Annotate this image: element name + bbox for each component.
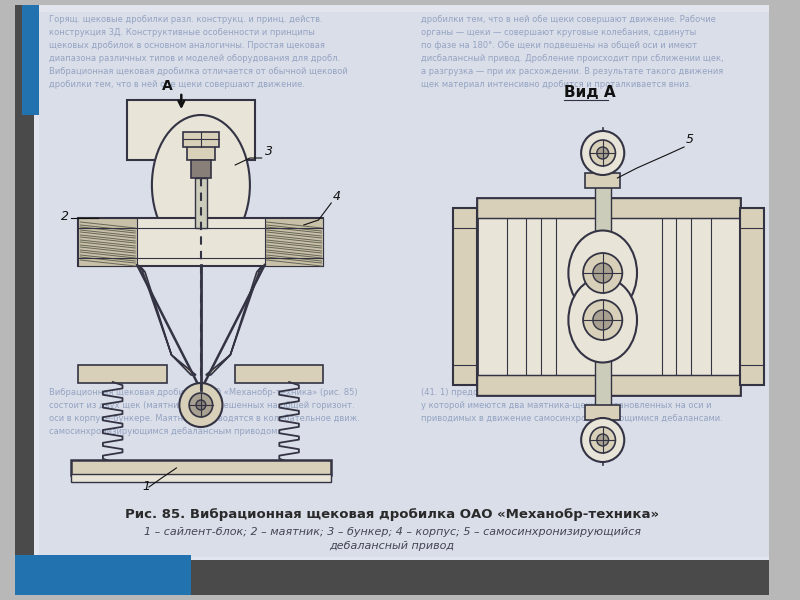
Ellipse shape: [569, 230, 637, 316]
Bar: [14, 5, 34, 595]
Bar: [585, 173, 620, 188]
Circle shape: [196, 400, 206, 410]
Text: (41. 1) представляет собой конструкцию вибрационной дробилки,: (41. 1) представляет собой конструкцию в…: [422, 388, 718, 397]
Bar: [453, 208, 478, 385]
Bar: [195, 178, 206, 228]
Polygon shape: [206, 265, 265, 375]
Ellipse shape: [569, 277, 637, 362]
Circle shape: [189, 393, 213, 417]
Bar: [191, 160, 210, 178]
Text: 3: 3: [265, 145, 273, 158]
Text: а разгрузка — при их расхождении. В результате такого движения: а разгрузка — при их расхождении. В резу…: [422, 67, 724, 76]
Ellipse shape: [152, 115, 250, 255]
Bar: [478, 198, 740, 395]
Polygon shape: [138, 265, 196, 375]
Bar: [265, 218, 323, 266]
Text: по фазе на 180°. Обе щеки подвешены на общей оси и имеют: по фазе на 180°. Обе щеки подвешены на о…: [422, 41, 698, 50]
Circle shape: [593, 263, 613, 283]
Text: приводимых в движение самосинхронизирующимися дебалансами.: приводимых в движение самосинхронизирующ…: [422, 414, 723, 423]
Bar: [78, 365, 166, 383]
Bar: [14, 560, 770, 595]
Bar: [70, 460, 331, 475]
Text: 1: 1: [142, 480, 150, 493]
Bar: [187, 140, 214, 160]
Circle shape: [597, 434, 609, 446]
Text: щековых дробилок в основном аналогичны. Простая щековая: щековых дробилок в основном аналогичны. …: [49, 41, 325, 50]
Text: оси в корпусе-бункере. Маятники приводятся в колебательное движ.: оси в корпусе-бункере. Маятники приводят…: [49, 414, 360, 423]
Text: 5: 5: [686, 133, 694, 146]
Circle shape: [581, 131, 624, 175]
Text: Вид А: Вид А: [563, 85, 615, 100]
Bar: [585, 405, 620, 420]
Text: дебалансный привод: дебалансный привод: [330, 541, 454, 551]
Circle shape: [597, 147, 609, 159]
Text: Вибрационная щековая дробилка ОАО «Механобр-техника» (рис. 85): Вибрационная щековая дробилка ОАО «Механ…: [49, 388, 358, 397]
Text: конструкция 3Д. Конструктивные особенности и принципы: конструкция 3Д. Конструктивные особеннос…: [49, 28, 315, 37]
Bar: [740, 208, 765, 385]
Bar: [14, 555, 191, 595]
Circle shape: [179, 383, 222, 427]
Text: 4: 4: [333, 190, 341, 203]
Bar: [78, 218, 323, 266]
Bar: [183, 132, 218, 147]
Text: дисбалансный привод. Дробление происходит при сближении щек,: дисбалансный привод. Дробление происходи…: [422, 54, 724, 63]
Circle shape: [590, 427, 615, 453]
Bar: [478, 198, 740, 218]
Bar: [235, 365, 323, 383]
Text: Вибрационная щековая дробилка отличается от обычной щековой: Вибрационная щековая дробилка отличается…: [49, 67, 348, 76]
Circle shape: [593, 310, 613, 330]
Text: диапазона различных типов и моделей оборудования для дробл.: диапазона различных типов и моделей обор…: [49, 54, 340, 63]
Text: А: А: [162, 79, 173, 93]
Text: Рис. 85. Вибрационная щековая дробилка ОАО «Механобр-техника»: Рис. 85. Вибрационная щековая дробилка О…: [125, 508, 659, 521]
Text: органы — щеки — совершают круговые колебания, сдвинуты: органы — щеки — совершают круговые колеб…: [422, 28, 697, 37]
Text: дробилки тем, что в ней обе щеки совершают движение. Рабочие: дробилки тем, что в ней обе щеки соверша…: [422, 15, 716, 24]
Circle shape: [590, 140, 615, 166]
Bar: [78, 218, 138, 266]
Text: дробилки тем, что в ней обе щеки совершают движение.: дробилки тем, что в ней обе щеки соверша…: [49, 80, 305, 89]
Text: 2: 2: [61, 210, 69, 223]
Circle shape: [583, 300, 622, 340]
Text: у которой имеются два маятника-щеки,  установленных на оси и: у которой имеются два маятника-щеки, уст…: [422, 401, 712, 410]
Bar: [478, 375, 740, 395]
Text: Горящ. щековые дробилки разл. конструкц. и принц. действ.: Горящ. щековые дробилки разл. конструкц.…: [49, 15, 322, 24]
Text: самосинхронизирующимся дебалансным приводом.: самосинхронизирующимся дебалансным приво…: [49, 427, 280, 436]
Bar: [22, 5, 39, 115]
Text: щек материал интенсивно дробится и проталкивается вниз.: щек материал интенсивно дробится и прота…: [422, 80, 692, 89]
Bar: [70, 474, 331, 482]
Bar: [127, 100, 254, 160]
Circle shape: [583, 253, 622, 293]
Text: 1 – сайлент-блок; 2 – маятник; 3 – бункер; 4 – корпус; 5 – самосинхронизирующийс: 1 – сайлент-блок; 2 – маятник; 3 – бунке…: [143, 527, 641, 537]
Bar: [595, 183, 610, 410]
Circle shape: [581, 418, 624, 462]
Text: состоит из двух щек (маятников), подвешенных на общей горизонт.: состоит из двух щек (маятников), подвеше…: [49, 401, 354, 410]
